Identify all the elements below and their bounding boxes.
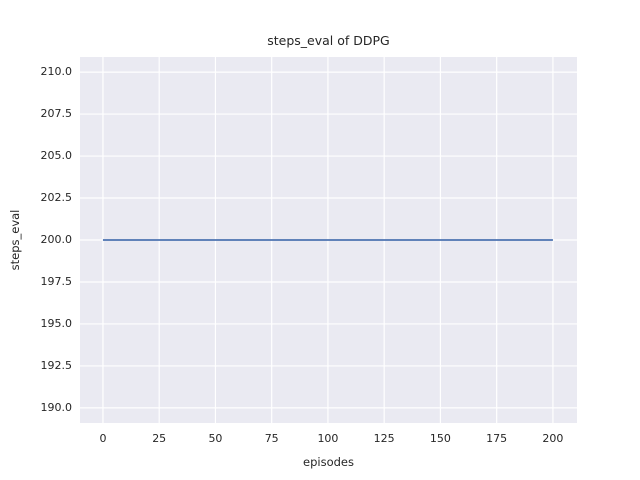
x-tick-label: 125 — [373, 432, 395, 445]
x-tick-label: 150 — [429, 432, 451, 445]
x-tick-label: 175 — [486, 432, 508, 445]
y-tick-label: 207.5 — [40, 107, 73, 121]
x-tick-label: 75 — [264, 432, 279, 445]
plot-canvas — [80, 57, 577, 423]
y-tick-label: 210.0 — [40, 65, 73, 79]
x-axis-label: episodes — [303, 455, 354, 469]
y-tick-label: 202.5 — [40, 191, 73, 205]
plot-area — [80, 57, 577, 423]
x-tick-label: 50 — [208, 432, 223, 445]
y-tick-label: 192.5 — [40, 358, 73, 372]
y-tick-label: 190.0 — [40, 400, 73, 414]
y-tick-label: 205.0 — [40, 149, 73, 163]
x-tick-label: 200 — [542, 432, 564, 445]
y-tick-label: 197.5 — [40, 274, 73, 288]
y-tick-label: 200.0 — [40, 233, 73, 246]
y-tick-label: 195.0 — [40, 316, 73, 330]
x-tick-label: 25 — [152, 432, 167, 445]
x-tick-label: 0 — [99, 432, 107, 445]
x-tick-label: 100 — [317, 432, 339, 445]
chart-title: steps_eval of DDPG — [267, 33, 390, 48]
